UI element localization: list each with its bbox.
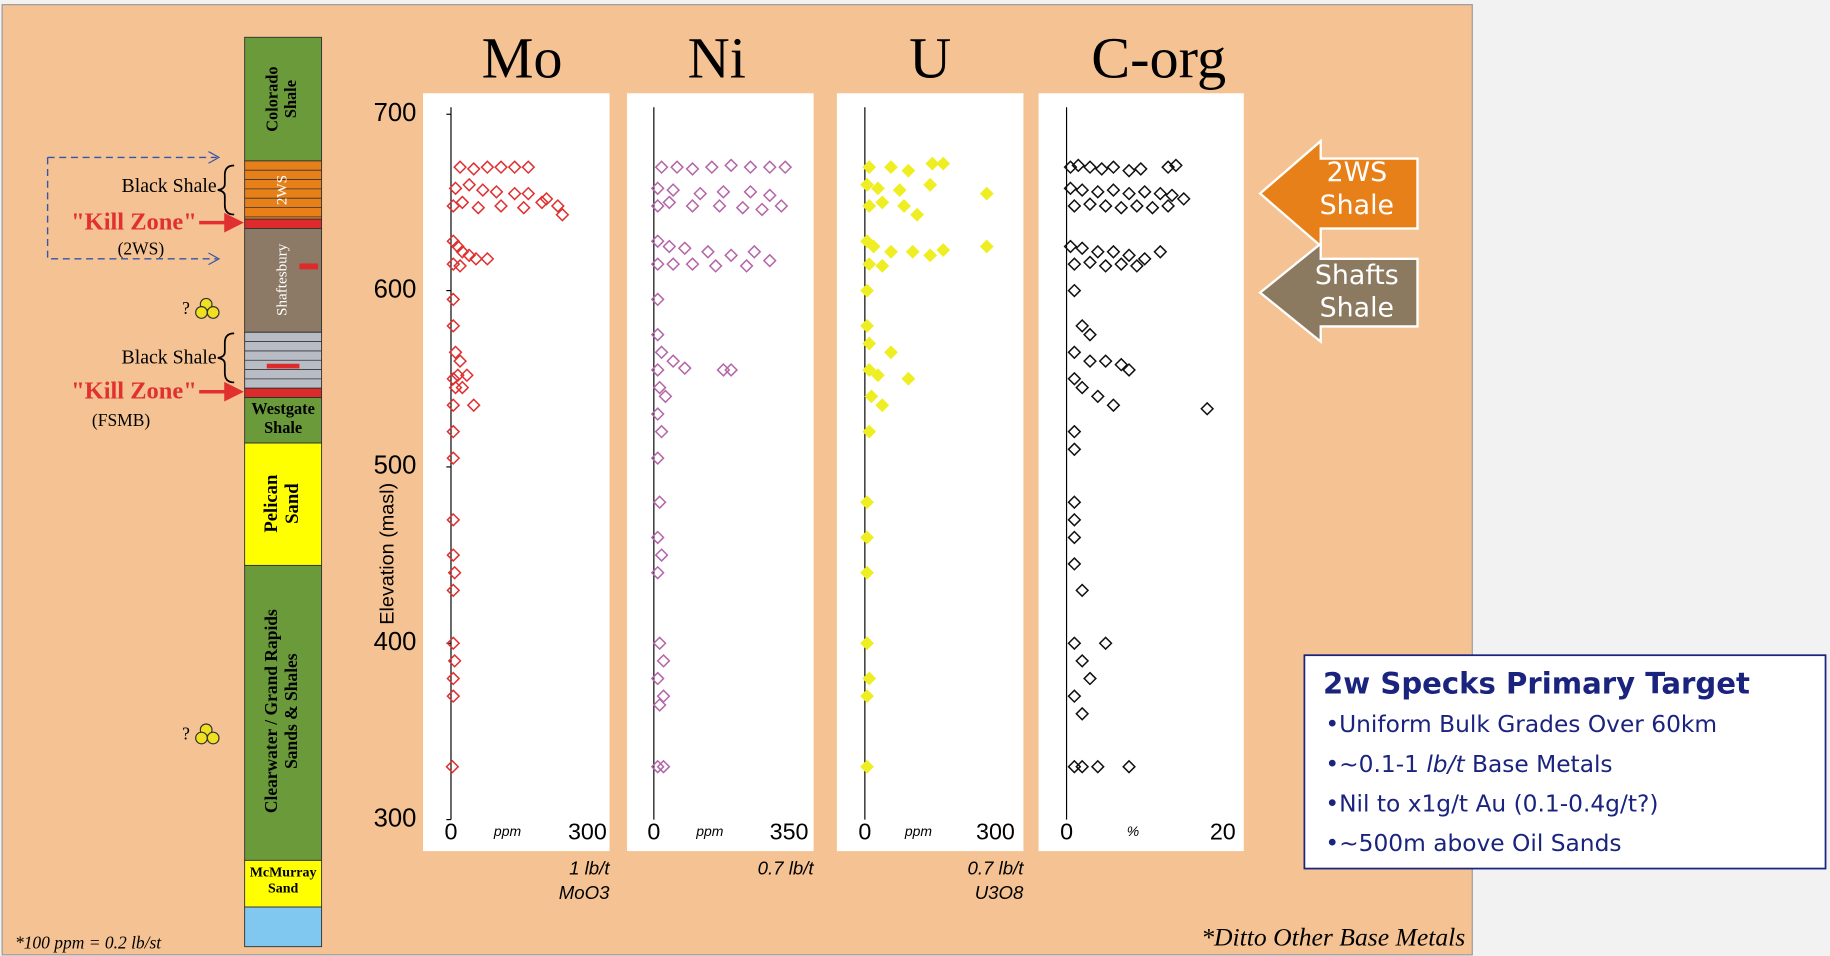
y-axis-label: Elevation (masl) [376,483,398,625]
kill-zone-marker [267,364,300,369]
footnote: *Ditto Other Base Metals [1201,923,1465,952]
kill-zone-note: (FSMB) [92,410,150,430]
y-tick-label: 300 [374,804,417,832]
unit-note: U3O8 [975,882,1024,903]
layer-label: Clearwater / Grand Rapids [261,609,281,813]
slide: Black Shale "Kill Zone" (2WS) ? Black Sh… [0,0,1830,956]
layer-label: Sand [268,882,299,897]
x-tick-label: 0 [445,819,458,845]
arrow-label: Shale [1320,190,1394,221]
chart-title: U [909,25,951,90]
strat-layer [245,219,322,228]
target-bullet: •Nil to x1g/t Au (0.1-0.4g/t?) [1325,790,1658,817]
chart-title: Mo [482,25,563,90]
layer-label: Pelican [261,474,282,533]
bullet-part: •Nil to x1g/t Au (0.1-0.4g/t?) [1325,790,1658,817]
layer-label: Shale [264,418,302,437]
strat-layer [245,388,322,397]
layer-label: McMurray [250,865,317,880]
black-shale-label: Black Shale [122,347,217,369]
kill-zone-marker [299,263,318,269]
y-tick-label: 700 [374,99,417,127]
footnote: *100 ppm = 0.2 lb/st [15,932,162,952]
target-bullet: •Uniform Bulk Grades Over 60km [1325,711,1717,738]
x-axis-label: % [1127,823,1139,839]
target-title: 2w Specks Primary Target [1323,667,1750,701]
layer-label: Shaftesbury [274,243,291,316]
bullet-part: •~0.1-1 [1325,750,1426,777]
question-mark: ? [182,298,190,318]
bullet-part: •~500m above Oil Sands [1325,830,1621,857]
chart-title: Ni [688,25,746,90]
x-tick-label: 350 [770,819,809,845]
strat-layer [245,907,322,947]
question-mark: ? [182,724,190,744]
kill-zone-label: "Kill Zone" [71,378,197,405]
layer-label: Colorado [263,66,282,131]
kill-zone-note: (2WS) [118,239,165,259]
y-tick-label: 600 [374,275,417,303]
unit-note: 1 lb/t [569,858,610,879]
unit-note: MoO3 [559,882,610,903]
x-axis-label: ppm [695,823,723,839]
y-tick-label: 400 [374,628,417,656]
x-tick-label: 0 [1060,819,1073,845]
x-tick-label: 300 [568,819,607,845]
layer-label: Sand [282,483,303,524]
y-tick-label: 500 [374,452,417,480]
arrow-label: 2WS [1327,157,1388,188]
layer-label: Westgate [251,399,314,418]
bullet-part: •Uniform Bulk Grades Over 60km [1325,711,1717,738]
arrow-label: Shafts [1315,260,1399,291]
page: { "chart_data": [ {"type": "scatter", "t… [0,0,1830,956]
black-shale-label: Black Shale [122,175,217,197]
bullet-part: Base Metals [1465,750,1613,777]
x-tick-label: 0 [858,819,871,845]
arrow-label: Shale [1320,292,1394,323]
target-bullet: •~0.1-1 lb/t Base Metals [1325,750,1612,777]
x-axis-label: ppm [904,823,932,839]
x-tick-label: 20 [1210,819,1236,845]
target-bullet: •~500m above Oil Sands [1325,830,1621,857]
layer-label: Sands & Shales [281,653,301,769]
x-tick-label: 300 [976,819,1015,845]
layer-label: 2WS [274,175,291,205]
bullet-part: lb/t [1426,750,1465,777]
layer-label: Shale [281,80,300,118]
unit-note: 0.7 lb/t [758,858,815,879]
unit-note: 0.7 lb/t [967,858,1024,879]
kill-zone-label: "Kill Zone" [71,208,197,235]
chart-title: C-org [1091,25,1226,90]
x-axis-label: ppm [493,823,521,839]
x-tick-label: 0 [647,819,660,845]
